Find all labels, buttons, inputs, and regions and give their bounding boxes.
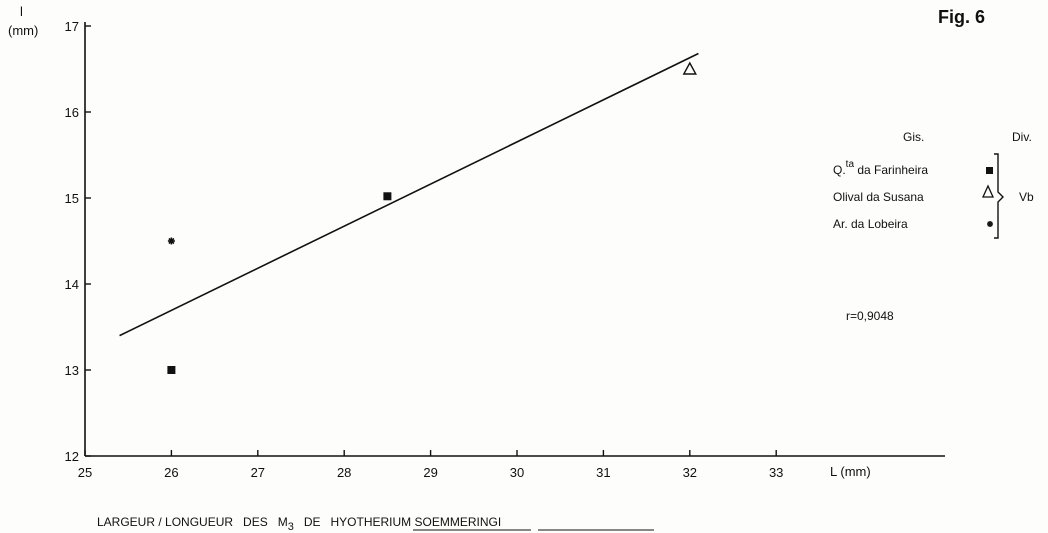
- legend-header-div: Div.: [1012, 130, 1032, 144]
- legend-entry-farinheira: Q.ta da Farinheira: [833, 159, 928, 177]
- legend-entry-farinheira-main: Q.: [833, 163, 846, 177]
- x-tick-label-25: 25: [78, 465, 92, 480]
- regression-line-group: [119, 52, 699, 337]
- x-tick-label-32: 32: [683, 465, 697, 480]
- x-axis-ticks: 25 26 27 28 29 30 31 32 33: [78, 450, 783, 480]
- caption-prefix: LARGEUR / LONGUEUR DES M: [97, 515, 288, 529]
- legend: Gis. Div. Q.ta da Farinheira Olival da S…: [833, 130, 1034, 239]
- regression-line: [119, 52, 699, 337]
- legend-entry-susana: Olival da Susana: [833, 190, 924, 204]
- y-tick-label-15: 15: [65, 191, 79, 206]
- y-tick-label-17: 17: [65, 19, 79, 34]
- y-axis-ticks: 12 13 14 15 16 17: [65, 19, 91, 464]
- y-axis-symbol: l: [20, 4, 23, 19]
- y-tick-label-16: 16: [65, 105, 79, 120]
- y-tick-label-13: 13: [65, 363, 79, 378]
- x-tick-label-28: 28: [337, 465, 351, 480]
- x-tick-label-27: 27: [251, 465, 265, 480]
- legend-brace: [994, 153, 1004, 239]
- legend-entry-lobeira: Ar. da Lobeira: [833, 217, 908, 231]
- y-axis-unit: (mm): [8, 23, 38, 38]
- caption-middle: DE: [294, 515, 331, 529]
- y-tick-label-14: 14: [65, 277, 79, 292]
- x-tick-label-29: 29: [423, 465, 437, 480]
- x-axis-label: L (mm): [830, 464, 871, 479]
- x-tick-label-26: 26: [164, 465, 178, 480]
- legend-entry-farinheira-rest: da Farinheira: [854, 163, 928, 177]
- data-point-square-2: [383, 192, 392, 201]
- x-tick-label-33: 33: [769, 465, 783, 480]
- figure-caption: LARGEUR / LONGUEUR DES M3 DE HYOTHERIUM …: [97, 515, 501, 533]
- data-point-asterisk-1: [167, 237, 175, 245]
- y-tick-label-12: 12: [65, 449, 79, 464]
- caption-genus: HYOTHERIUM: [331, 515, 412, 529]
- correlation-annotation: r=0,9048: [846, 309, 894, 323]
- legend-entry-farinheira-sup: ta: [846, 159, 855, 170]
- legend-header-gis: Gis.: [903, 130, 924, 144]
- legend-div-value: Vb: [1019, 190, 1034, 204]
- x-tick-label-30: 30: [510, 465, 524, 480]
- legend-triangle-marker: [981, 184, 995, 198]
- data-point-triangle-1: [682, 61, 697, 75]
- data-point-square-1: [167, 366, 176, 374]
- figure-label: Fig. 6: [938, 7, 985, 27]
- caption-subscript: 3: [288, 521, 294, 533]
- data-markers: [167, 61, 697, 374]
- caption-species: SOEMMERINGI: [415, 515, 502, 529]
- legend-square-marker: [986, 167, 993, 174]
- legend-asterisk-marker: [987, 221, 993, 227]
- x-tick-label-31: 31: [596, 465, 610, 480]
